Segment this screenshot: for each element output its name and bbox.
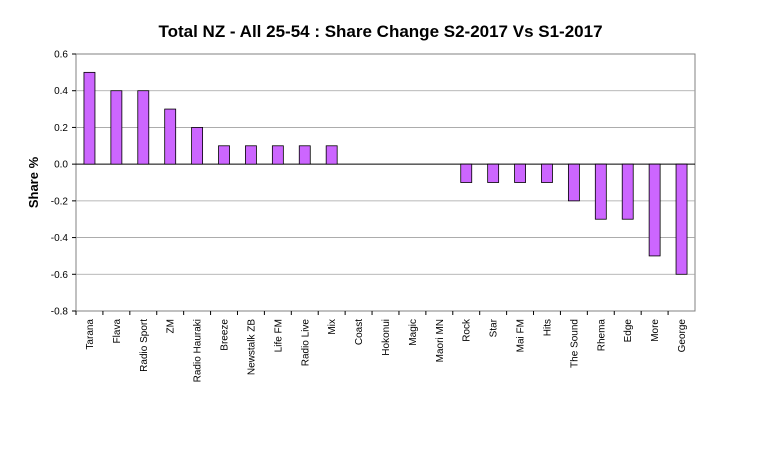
y-tick-label: 0.6 xyxy=(54,50,68,61)
x-tick-label: Hokonui xyxy=(381,319,392,356)
y-tick-label: -0.2 xyxy=(51,196,69,207)
x-tick-label: Radio Hauraki xyxy=(193,319,204,382)
bar xyxy=(218,145,230,165)
x-tick-label: More xyxy=(650,319,661,342)
x-tick-label: Life FM xyxy=(273,319,284,352)
x-tick-label: George xyxy=(677,319,688,353)
grid-lines xyxy=(72,53,695,312)
bar xyxy=(487,163,500,183)
x-tick-label: Rhema xyxy=(596,319,607,352)
bar xyxy=(191,127,204,165)
x-tick-label: Radio Live xyxy=(300,319,311,367)
bar xyxy=(567,163,580,202)
x-tick-label: Flava xyxy=(112,319,123,344)
bar xyxy=(83,71,96,165)
x-tick-label: Rock xyxy=(462,318,473,342)
bar xyxy=(298,145,311,165)
y-tick-label: -0.4 xyxy=(51,233,69,244)
bar xyxy=(594,163,607,220)
x-tick-label: The Sound xyxy=(569,319,580,368)
x-tick-label: Magic xyxy=(408,319,419,346)
x-tick-label: Coast xyxy=(354,319,365,345)
x-tick-label: Radio Sport xyxy=(139,319,150,372)
y-tick-label: -0.6 xyxy=(51,270,69,281)
bar xyxy=(110,90,123,165)
y-tick-label: -0.8 xyxy=(51,307,69,318)
bar xyxy=(271,145,284,165)
x-tick-labels: Tarana Flava Radio Sport ZM Radio Hauraki Bre… xyxy=(75,311,688,382)
bar xyxy=(137,90,150,165)
bar xyxy=(621,163,634,220)
y-axis-label: Share % xyxy=(26,156,41,208)
x-tick-label: Tarana xyxy=(85,319,96,350)
x-tick-label: Newstalk ZB xyxy=(246,319,257,375)
x-tick-label: Mix xyxy=(327,319,338,335)
x-tick-label: Breeze xyxy=(220,319,231,351)
x-tick-label: Star xyxy=(489,318,500,337)
bar xyxy=(460,163,473,183)
y-tick-label: 0.2 xyxy=(54,123,68,134)
bar xyxy=(325,145,338,165)
bar xyxy=(541,163,553,183)
bars xyxy=(83,71,688,275)
y-tick-labels: 0.6 0.4 0.2 0.0 -0.2 -0.4 -0.6 -0.8 xyxy=(51,50,69,318)
x-tick-label: Hits xyxy=(542,319,553,336)
y-tick-label: 0.0 xyxy=(54,160,68,171)
chart-title: Total NZ - All 25-54 : Share Change S2-2… xyxy=(158,22,603,41)
plot-area xyxy=(75,53,696,312)
bar xyxy=(514,163,526,183)
bar xyxy=(245,145,257,165)
bar xyxy=(675,163,688,275)
bar xyxy=(164,108,177,165)
x-tick-label: Edge xyxy=(623,319,634,343)
x-tick-label: ZM xyxy=(166,319,177,333)
x-tick-label: Mai FM xyxy=(516,319,527,352)
bar xyxy=(648,163,661,257)
y-tick-label: 0.4 xyxy=(54,86,68,97)
x-tick-label: Maori MN xyxy=(435,319,446,362)
